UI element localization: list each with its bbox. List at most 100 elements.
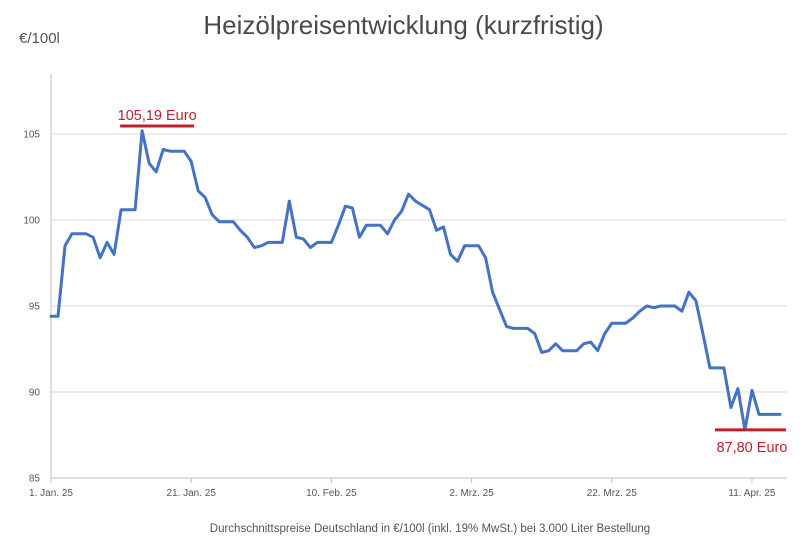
data-point bbox=[582, 342, 585, 346]
data-point bbox=[750, 389, 754, 392]
y-tick-label: 85 bbox=[29, 474, 41, 485]
data-point bbox=[736, 387, 740, 390]
data-point bbox=[260, 244, 263, 247]
data-point bbox=[435, 229, 438, 232]
series-line bbox=[49, 129, 782, 432]
data-point bbox=[91, 236, 95, 239]
data-point bbox=[610, 322, 613, 325]
data-point bbox=[631, 316, 634, 320]
data-point bbox=[56, 315, 60, 318]
data-point bbox=[323, 241, 326, 244]
data-point bbox=[575, 349, 578, 352]
data-point bbox=[386, 232, 389, 235]
data-point bbox=[98, 256, 102, 260]
data-point bbox=[491, 291, 494, 294]
data-point bbox=[316, 241, 319, 244]
data-point bbox=[463, 244, 466, 247]
data-point bbox=[358, 236, 361, 239]
data-point bbox=[112, 253, 116, 256]
data-point bbox=[638, 309, 641, 313]
data-point bbox=[771, 413, 775, 416]
data-point bbox=[168, 150, 172, 153]
y-tick-label: 100 bbox=[23, 216, 40, 227]
data-point bbox=[365, 223, 368, 227]
y-tick-label: 90 bbox=[29, 388, 41, 399]
data-point bbox=[589, 340, 592, 344]
x-tick-label: 1. Jan. 25 bbox=[29, 488, 73, 499]
x-tick-label: 10. Feb. 25 bbox=[306, 488, 357, 499]
chart-title: Heizölpreisentwicklung (kurzfristig) bbox=[203, 10, 604, 40]
data-point bbox=[197, 189, 200, 192]
data-point bbox=[119, 208, 123, 211]
data-point bbox=[344, 205, 347, 208]
data-point bbox=[603, 332, 606, 335]
data-point bbox=[70, 232, 74, 235]
min-annotation-label: 87,80 Euro bbox=[716, 440, 787, 456]
data-point bbox=[673, 304, 677, 308]
data-point bbox=[239, 229, 242, 232]
data-point bbox=[442, 225, 445, 229]
data-point bbox=[456, 260, 459, 263]
data-point bbox=[687, 291, 691, 294]
data-point bbox=[512, 327, 515, 330]
data-point bbox=[526, 327, 529, 330]
data-point bbox=[694, 299, 698, 303]
x-tick-label: 21. Jan. 25 bbox=[166, 488, 216, 499]
data-point bbox=[484, 256, 487, 260]
data-point bbox=[267, 241, 270, 244]
data-point bbox=[204, 196, 207, 199]
data-point bbox=[302, 237, 305, 241]
x-tick-label: 2. Mrz. 25 bbox=[449, 488, 494, 499]
data-point bbox=[729, 406, 733, 409]
data-point bbox=[84, 232, 88, 235]
data-point bbox=[133, 208, 137, 211]
data-point bbox=[477, 244, 480, 247]
x-tick-label: 11. Apr. 25 bbox=[728, 488, 776, 499]
data-point bbox=[645, 304, 649, 308]
data-point bbox=[547, 349, 550, 352]
data-point bbox=[617, 322, 620, 325]
data-point bbox=[414, 199, 417, 203]
data-point bbox=[147, 162, 151, 165]
data-point bbox=[540, 351, 543, 354]
data-point bbox=[140, 129, 144, 132]
data-point bbox=[295, 236, 298, 239]
data-point bbox=[778, 413, 782, 416]
data-point bbox=[407, 193, 410, 196]
data-point bbox=[596, 349, 599, 352]
data-point bbox=[281, 241, 284, 244]
data-point bbox=[49, 315, 53, 318]
data-point bbox=[757, 413, 761, 416]
data-point bbox=[652, 306, 656, 309]
data-point bbox=[232, 220, 235, 223]
data-point bbox=[400, 210, 403, 213]
data-point bbox=[63, 244, 67, 247]
y-axis-unit-label: €/100l bbox=[19, 30, 60, 47]
data-point bbox=[218, 220, 221, 223]
max-annotation-label: 105,19 Euro bbox=[118, 108, 197, 124]
data-point bbox=[393, 218, 396, 222]
data-point bbox=[161, 148, 165, 151]
data-point bbox=[533, 332, 536, 335]
y-tick-label: 105 bbox=[23, 130, 40, 141]
data-point bbox=[246, 236, 249, 239]
data-point bbox=[253, 246, 256, 249]
y-tick-label: 95 bbox=[29, 302, 41, 313]
data-point bbox=[624, 322, 627, 325]
data-point bbox=[505, 325, 508, 328]
data-point bbox=[708, 366, 712, 370]
data-point bbox=[722, 366, 726, 370]
data-point bbox=[568, 349, 571, 352]
data-point bbox=[372, 223, 375, 227]
data-point bbox=[428, 208, 431, 211]
data-point bbox=[659, 304, 663, 308]
data-point bbox=[554, 342, 557, 346]
data-point bbox=[680, 309, 684, 313]
data-point bbox=[498, 308, 501, 311]
data-point bbox=[337, 223, 340, 227]
chart-caption: Durchschnittspreise Deutschland in €/100… bbox=[209, 523, 651, 535]
data-point bbox=[154, 170, 158, 174]
data-point bbox=[449, 253, 452, 256]
data-point bbox=[105, 241, 109, 244]
